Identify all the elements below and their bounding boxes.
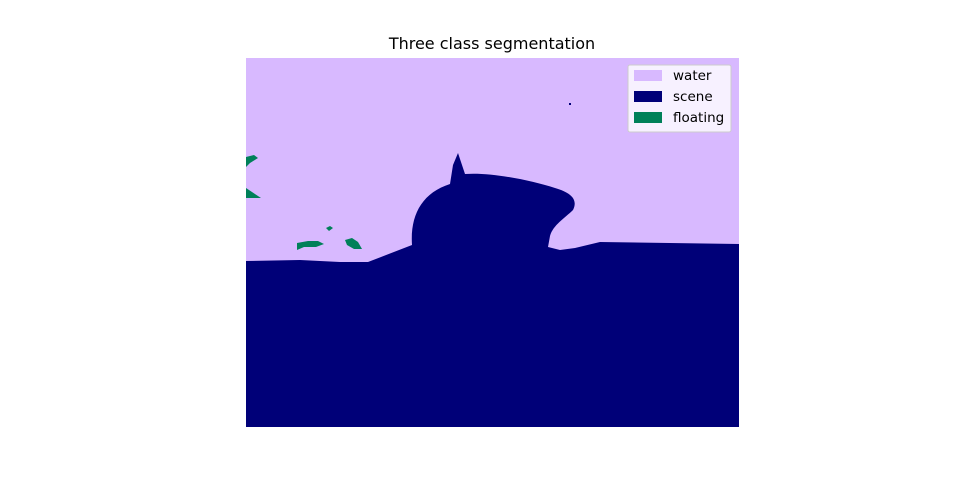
legend: water scene floating (627, 64, 732, 133)
floating-regions (246, 155, 362, 250)
legend-swatch-scene (634, 91, 662, 102)
legend-swatch-floating (634, 112, 662, 123)
scene-speck (569, 103, 571, 105)
legend-label-scene: scene (673, 89, 713, 105)
legend-label-floating: floating (673, 110, 724, 126)
floating-blob (246, 188, 261, 198)
legend-swatch-water (634, 70, 662, 81)
legend-label-water: water (673, 68, 712, 84)
floating-blob (246, 155, 258, 167)
chart-title: Three class segmentation (388, 34, 595, 53)
floating-blob (297, 241, 324, 250)
scene-region (246, 153, 739, 427)
floating-blob (326, 226, 333, 231)
floating-blob (345, 238, 362, 249)
